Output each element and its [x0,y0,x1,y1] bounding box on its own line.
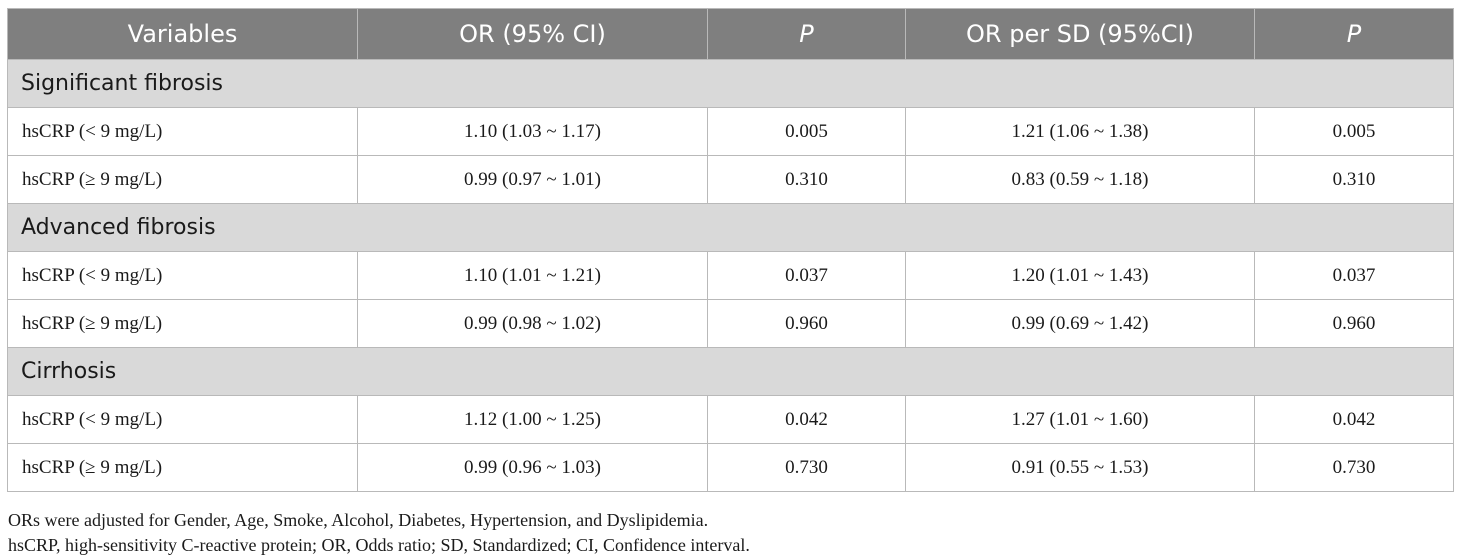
header-or: OR (95% CI) [357,8,708,60]
p-sd-cell: 0.042 [1254,395,1454,444]
group-title: Significant fibrosis [7,59,1454,108]
p-sd-cell: 0.960 [1254,299,1454,348]
table-row: hsCRP (< 9 mg/L) 1.12 (1.00 ~ 1.25) 0.04… [7,395,1454,444]
or-cell: 0.99 (0.98 ~ 1.02) [357,299,708,348]
or-sd-cell: 0.91 (0.55 ~ 1.53) [905,443,1255,492]
header-or-per-sd: OR per SD (95%CI) [905,8,1255,60]
variable-cell: hsCRP (< 9 mg/L) [7,251,358,300]
or-sd-cell: 1.27 (1.01 ~ 1.60) [905,395,1255,444]
variable-cell: hsCRP (≥ 9 mg/L) [7,443,358,492]
table-row: hsCRP (≥ 9 mg/L) 0.99 (0.96 ~ 1.03) 0.73… [7,443,1454,492]
or-sd-cell: 1.21 (1.06 ~ 1.38) [905,107,1255,156]
table-row: hsCRP (≥ 9 mg/L) 0.99 (0.98 ~ 1.02) 0.96… [7,299,1454,348]
p-sd-cell: 0.310 [1254,155,1454,204]
group-title: Advanced fibrosis [7,203,1454,252]
group-title: Cirrhosis [7,347,1454,396]
footnote-adjustment: ORs were adjusted for Gender, Age, Smoke… [8,510,709,530]
table-row: hsCRP (≥ 9 mg/L) 0.99 (0.97 ~ 1.01) 0.31… [7,155,1454,204]
table-row: hsCRP (< 9 mg/L) 1.10 (1.01 ~ 1.21) 0.03… [7,251,1454,300]
group-row: Cirrhosis [7,347,1454,396]
variable-cell: hsCRP (≥ 9 mg/L) [7,299,358,348]
results-table: Variables OR (95% CI) P OR per SD (95%CI… [7,8,1454,492]
p-sd-cell: 0.730 [1254,443,1454,492]
header-p-per-sd: P [1254,8,1454,60]
or-cell: 1.10 (1.01 ~ 1.21) [357,251,708,300]
variable-cell: hsCRP (≥ 9 mg/L) [7,155,358,204]
header-p: P [707,8,906,60]
or-sd-cell: 0.99 (0.69 ~ 1.42) [905,299,1255,348]
p-cell: 0.730 [707,443,906,492]
or-cell: 1.12 (1.00 ~ 1.25) [357,395,708,444]
p-cell: 0.042 [707,395,906,444]
group-row: Significant fibrosis [7,59,1454,108]
table-row: hsCRP (< 9 mg/L) 1.10 (1.03 ~ 1.17) 0.00… [7,107,1454,156]
or-sd-cell: 1.20 (1.01 ~ 1.43) [905,251,1255,300]
variable-cell: hsCRP (< 9 mg/L) [7,395,358,444]
group-row: Advanced fibrosis [7,203,1454,252]
or-cell: 1.10 (1.03 ~ 1.17) [357,107,708,156]
p-cell: 0.960 [707,299,906,348]
or-cell: 0.99 (0.96 ~ 1.03) [357,443,708,492]
or-cell: 0.99 (0.97 ~ 1.01) [357,155,708,204]
p-sd-cell: 0.005 [1254,107,1454,156]
p-cell: 0.310 [707,155,906,204]
table-header-row: Variables OR (95% CI) P OR per SD (95%CI… [7,8,1454,60]
results-table-container: Variables OR (95% CI) P OR per SD (95%CI… [7,8,1454,492]
p-cell: 0.005 [707,107,906,156]
p-sd-cell: 0.037 [1254,251,1454,300]
header-variables: Variables [7,8,358,60]
or-sd-cell: 0.83 (0.59 ~ 1.18) [905,155,1255,204]
variable-cell: hsCRP (< 9 mg/L) [7,107,358,156]
p-cell: 0.037 [707,251,906,300]
table-footnotes: ORs were adjusted for Gender, Age, Smoke… [8,508,750,558]
footnote-abbreviations: hsCRP, high-sensitivity C-reactive prote… [8,535,750,555]
